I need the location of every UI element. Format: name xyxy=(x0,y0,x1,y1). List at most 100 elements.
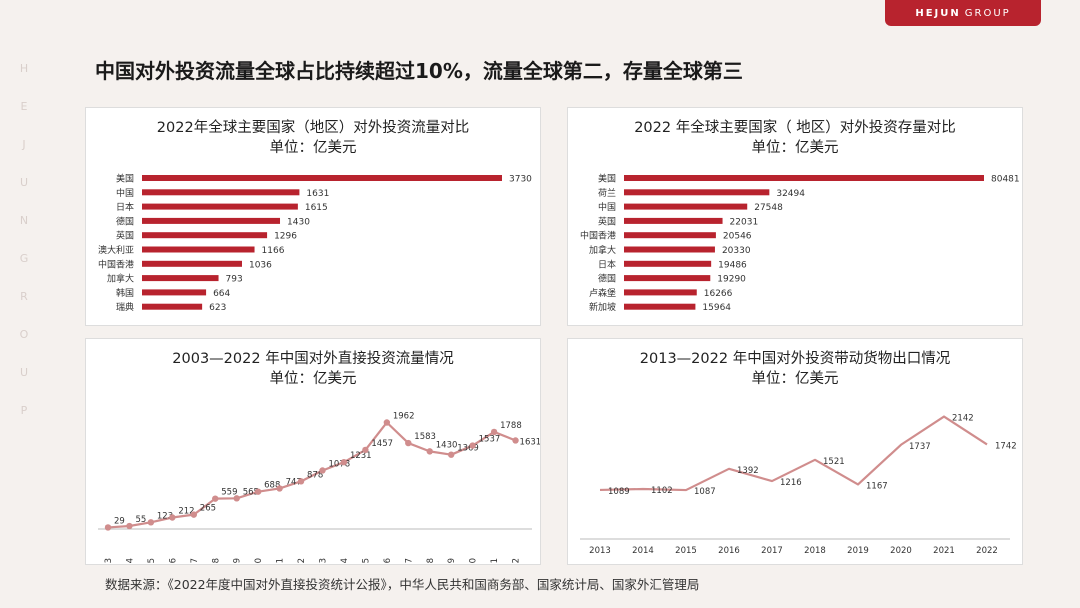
bar-category-label: 德国 xyxy=(116,215,134,227)
data-label: 212 xyxy=(178,506,194,516)
bar xyxy=(624,175,984,181)
stock-bar-chart: 美国 80481 荷兰 32494 中国 27548 英国 22031 中国香港 20546 加拿大… xyxy=(580,173,1020,314)
data-label: 1102 xyxy=(651,486,673,496)
data-point xyxy=(340,458,348,466)
x-tick-label: 2010 xyxy=(254,558,264,564)
x-tick-label: 2020 xyxy=(890,546,912,556)
x-tick-label: 2021 xyxy=(933,546,955,556)
x-tick-label: 2017 xyxy=(404,558,414,564)
bar xyxy=(142,246,255,253)
stock-compare-panel: 2022 年全球主要国家（ 地区）对外投资存量对比 单位：亿美元 美国 80481… xyxy=(567,107,1023,326)
data-label: 1631 xyxy=(520,437,540,447)
chart-title: 2022年全球主要国家（地区）对外投资流量对比 xyxy=(156,120,470,136)
x-tick-label: 2015 xyxy=(361,558,371,564)
x-tick-label: 2013 xyxy=(589,546,611,556)
data-label: 1078 xyxy=(329,459,351,469)
data-point xyxy=(126,522,133,530)
bar-category-label: 中国 xyxy=(598,201,616,213)
x-tick-label: 2015 xyxy=(675,546,697,556)
data-point xyxy=(448,451,455,458)
chart-subtitle: 单位：亿美元 xyxy=(751,371,839,387)
data-point xyxy=(276,485,283,492)
data-point xyxy=(190,511,197,518)
bar-category-label: 德国 xyxy=(598,273,616,285)
x-tick-label: 2014 xyxy=(340,558,350,564)
chart-subtitle: 单位：亿美元 xyxy=(751,140,839,156)
bar xyxy=(624,275,711,282)
bar-category-label: 加拿大 xyxy=(107,273,134,285)
data-label: 1430 xyxy=(436,440,458,450)
data-point xyxy=(169,514,176,521)
side-letter: N xyxy=(19,214,29,227)
x-tick-label: 2008 xyxy=(211,558,221,564)
side-letter: J xyxy=(22,138,26,151)
bar-category-label: 卢森堡 xyxy=(589,287,616,299)
data-point xyxy=(490,428,498,436)
data-label: 1537 xyxy=(479,435,501,445)
data-point xyxy=(426,448,433,455)
bar-value-label: 80481 xyxy=(991,175,1020,185)
bar-value-label: 19290 xyxy=(717,275,746,285)
bar xyxy=(624,289,697,296)
bar-value-label: 1430 xyxy=(287,217,310,227)
chart-title: 2013—2022 年中国对外投资带动货物出口情况 xyxy=(639,351,951,367)
bar-value-label: 1296 xyxy=(274,232,297,242)
data-label: 747 xyxy=(286,477,302,487)
data-point xyxy=(405,439,412,447)
data-label: 2142 xyxy=(952,414,974,424)
x-tick-label: 2016 xyxy=(383,558,393,564)
bar-category-label: 加拿大 xyxy=(589,244,616,256)
side-letter: G xyxy=(19,252,29,265)
x-tick-label: 2021 xyxy=(490,558,500,564)
bar xyxy=(624,232,716,239)
data-label: 1087 xyxy=(694,487,716,497)
bar xyxy=(624,303,696,310)
x-tick-label: 2012 xyxy=(297,558,307,564)
bar-value-label: 623 xyxy=(209,303,226,313)
data-point xyxy=(212,495,219,502)
data-point xyxy=(254,488,262,495)
data-label: 1737 xyxy=(909,442,931,452)
x-tick-label: 2007 xyxy=(190,558,200,564)
bar xyxy=(624,246,715,253)
bar-category-label: 韩国 xyxy=(116,287,134,299)
flow-bar-chart: 美国 3730 中国 1631 日本 1615 德国 1430 英国 1296 澳大利亚 1166 中国… xyxy=(98,173,532,314)
data-point xyxy=(383,419,391,426)
chart-subtitle: 单位：亿美元 xyxy=(269,371,357,387)
bar-category-label: 瑞典 xyxy=(116,301,134,313)
bar-category-label: 中国香港 xyxy=(98,258,134,270)
bar-value-label: 1615 xyxy=(305,203,328,213)
data-point xyxy=(297,478,305,485)
export-line-chart: 1089 2013 1102 2014 1087 2015 1392 2016 1216 2017… xyxy=(580,414,1017,556)
side-letter: E xyxy=(20,100,28,113)
bar-value-label: 15964 xyxy=(702,303,731,313)
bar-value-label: 1166 xyxy=(262,246,285,256)
bar-category-label: 澳大利亚 xyxy=(98,244,134,256)
x-tick-label: 2017 xyxy=(761,546,783,556)
bar-category-label: 新加坡 xyxy=(589,301,616,313)
x-tick-label: 2019 xyxy=(847,546,869,556)
x-tick-label: 2022 xyxy=(976,546,998,556)
brand-suffix: GROUP xyxy=(964,7,1011,19)
data-source-note: 数据来源：《2022年度中国对外直接投资统计公报》，中华人民共和国商务部、国家统… xyxy=(105,577,700,592)
bar-value-label: 20546 xyxy=(723,232,752,242)
side-decoration: H E J U N G R O U P xyxy=(18,62,30,442)
data-label: 55 xyxy=(135,515,146,525)
data-label: 559 xyxy=(221,488,237,498)
data-point xyxy=(512,437,519,444)
data-label: 565 xyxy=(243,487,259,497)
x-tick-label: 2016 xyxy=(718,546,740,556)
x-tick-label: 2011 xyxy=(276,558,286,564)
bar xyxy=(142,203,298,210)
bar xyxy=(624,189,770,196)
export-panel: 2013—2022 年中国对外投资带动货物出口情况 单位：亿美元 1089 201… xyxy=(567,338,1023,565)
side-letter: U xyxy=(19,366,29,379)
bar xyxy=(142,217,281,224)
data-point xyxy=(362,446,369,454)
bar xyxy=(624,217,723,224)
bar xyxy=(142,175,502,181)
chart-title: 2022 年全球主要国家（ 地区）对外投资存量对比 xyxy=(634,120,956,136)
side-letter: U xyxy=(19,176,29,189)
x-tick-label: 2018 xyxy=(804,546,826,556)
bar-category-label: 美国 xyxy=(116,173,134,185)
